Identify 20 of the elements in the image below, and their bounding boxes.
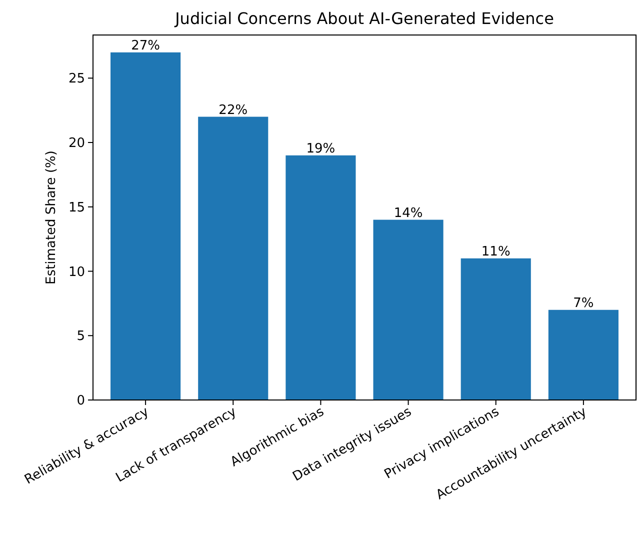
- bar: [110, 52, 181, 400]
- bar: [548, 310, 618, 400]
- bar: [286, 155, 356, 400]
- y-axis-title: Estimated Share (%): [44, 150, 59, 284]
- chart-title: Judicial Concerns About AI-Generated Evidence: [174, 9, 554, 28]
- bar: [373, 220, 444, 400]
- data-label: 22%: [218, 102, 248, 118]
- y-tick-label: 15: [68, 200, 85, 216]
- data-label: 14%: [394, 206, 423, 221]
- y-tick-label: 0: [76, 394, 85, 409]
- y-tick-label: 25: [68, 72, 85, 87]
- y-tick-label: 10: [68, 264, 85, 280]
- data-label: 11%: [481, 244, 510, 260]
- y-tick-label: 20: [68, 136, 85, 152]
- bar: [460, 258, 531, 400]
- data-label: 27%: [131, 38, 160, 54]
- data-label: 7%: [573, 296, 594, 311]
- y-tick-label: 5: [76, 329, 85, 344]
- bar: [198, 116, 268, 400]
- data-label: 19%: [306, 141, 336, 156]
